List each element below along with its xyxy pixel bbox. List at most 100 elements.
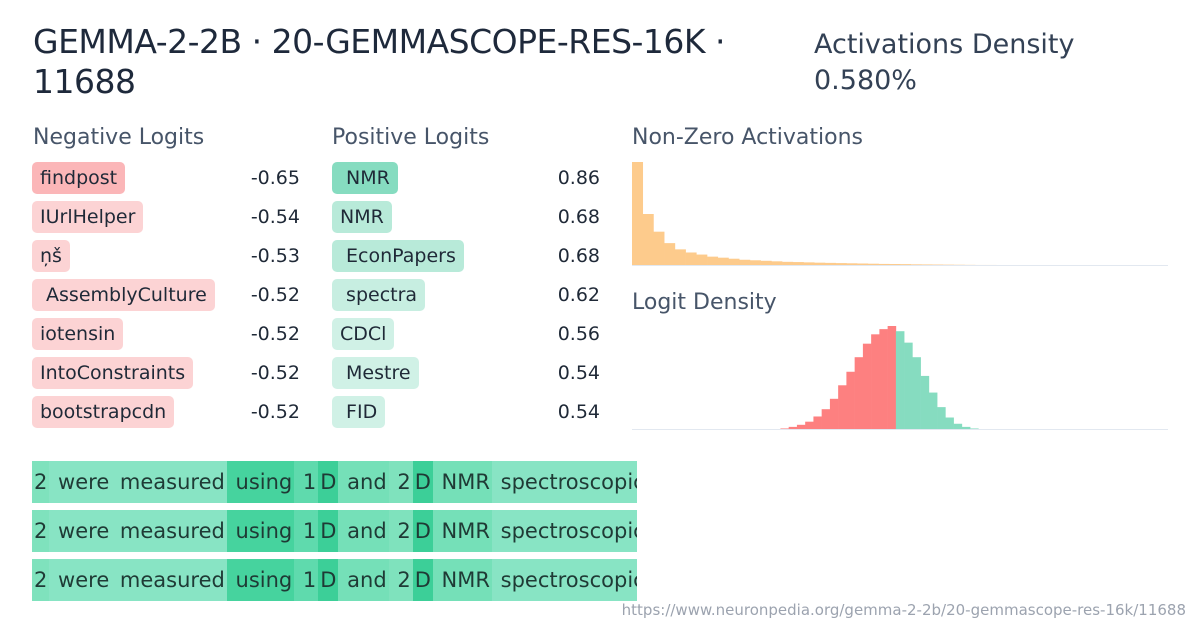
- chart-bar: [805, 421, 814, 430]
- snippet-token: 2: [32, 510, 50, 552]
- snippet-token: and: [338, 559, 389, 601]
- chart-bar: [835, 263, 847, 266]
- negative-logits-heading: Negative Logits: [33, 125, 205, 150]
- negative-logit-value: -0.52: [250, 323, 300, 345]
- chart-bar: [792, 262, 804, 266]
- chart-bar: [895, 331, 905, 430]
- activations-density-label: Activations Density: [814, 29, 1075, 60]
- chart-bar: [829, 398, 839, 430]
- source-url[interactable]: https://www.neuronpedia.org/gemma-2-2b/2…: [621, 601, 1186, 619]
- negative-logit-token: IUrlHelper: [32, 201, 144, 233]
- chart-bar: [728, 258, 740, 266]
- chart-bar: [953, 423, 963, 430]
- chart-bar: [813, 416, 822, 430]
- activations-density-value: 0.580%: [814, 65, 917, 96]
- positive-logit-token: Mestre: [332, 357, 419, 389]
- non-zero-activations-chart: [632, 162, 1168, 266]
- positive-logit-row: FID 0.54: [332, 396, 602, 428]
- chart-bar: [674, 249, 686, 266]
- chart-bar: [887, 326, 897, 430]
- negative-logit-token: bootstrapcdn: [32, 396, 175, 428]
- negative-logit-token: ņš: [32, 240, 70, 272]
- negative-logit-value: -0.52: [250, 284, 300, 306]
- chart-bar: [717, 257, 729, 266]
- chart-bar: [664, 243, 676, 266]
- positive-logit-row: NMR 0.86: [332, 162, 602, 194]
- positive-logit-token: NMR: [332, 162, 398, 194]
- chart-bar: [928, 392, 938, 430]
- positive-logit-token: EconPapers: [332, 240, 464, 272]
- snippet-token: 2: [388, 510, 413, 552]
- chart-bar: [878, 263, 890, 266]
- chart-bar: [803, 262, 815, 266]
- snippet-token: D: [318, 461, 339, 503]
- chart-bar: [739, 259, 751, 266]
- positive-logit-value: 0.86: [557, 167, 600, 189]
- chart-bar: [867, 263, 879, 266]
- positive-logit-value: 0.54: [557, 401, 600, 423]
- positive-logit-row: NMR 0.68: [332, 201, 602, 233]
- snippet-token: spectroscopic: [491, 559, 637, 601]
- snippet-token: D: [318, 510, 339, 552]
- snippet-token: 1: [294, 461, 319, 503]
- chart-bar: [838, 385, 847, 430]
- positive-logit-value: 0.62: [557, 284, 600, 306]
- snippet-token: using: [226, 559, 295, 601]
- positive-logits-heading: Positive Logits: [332, 125, 490, 150]
- negative-logit-token: iotensin: [32, 318, 124, 350]
- positive-logit-value: 0.68: [557, 245, 600, 267]
- snippet-token: measured: [111, 559, 227, 601]
- snippet-token: measured: [111, 461, 227, 503]
- snippet-token: 2: [388, 461, 413, 503]
- chart-bar: [796, 424, 806, 430]
- snippet-token: NMR: [432, 559, 492, 601]
- positive-logit-row: Mestre 0.54: [332, 357, 602, 389]
- chart-bar: [857, 263, 869, 266]
- negative-logit-row: bootstrapcdn -0.52: [32, 396, 302, 428]
- chart-bar: [760, 260, 772, 266]
- snippet-token: spectroscopic: [491, 510, 637, 552]
- positive-logit-row: EconPapers 0.68: [332, 240, 602, 272]
- positive-logit-row: CDCl 0.56: [332, 318, 602, 350]
- chart-bar: [937, 407, 946, 430]
- chart-bar: [920, 375, 930, 430]
- chart-bar: [771, 261, 783, 266]
- negative-logit-value: -0.54: [250, 206, 300, 228]
- snippet-token: measured: [111, 510, 227, 552]
- chart-bar: [862, 343, 872, 430]
- negative-logit-row: ņš -0.53: [32, 240, 302, 272]
- negative-logit-row: IntoConstraints -0.52: [32, 357, 302, 389]
- chart-bar: [846, 371, 855, 430]
- negative-logit-token: findpost: [32, 162, 126, 194]
- positive-logit-row: spectra 0.62: [332, 279, 602, 311]
- positive-logit-token: spectra: [332, 279, 426, 311]
- page-title: GEMMA-2-2B · 20-GEMMASCOPE-RES-16K · 116…: [33, 22, 726, 101]
- snippet-token: and: [338, 461, 389, 503]
- chart-bar: [945, 417, 954, 430]
- snippet-token: NMR: [432, 510, 492, 552]
- negative-logit-value: -0.52: [250, 362, 300, 384]
- chart-bar: [904, 342, 913, 430]
- negative-logit-row: iotensin -0.52: [32, 318, 302, 350]
- chart-bar: [642, 214, 654, 266]
- chart-bar: [879, 329, 888, 430]
- snippet-token: and: [338, 510, 389, 552]
- positive-logit-token: NMR: [332, 201, 392, 233]
- chart-bar: [696, 254, 708, 266]
- snippet-token: were: [49, 461, 112, 503]
- snippet-token: using: [226, 461, 295, 503]
- chart-bar: [749, 260, 761, 266]
- chart-bar: [961, 426, 971, 430]
- snippet-token: D: [318, 559, 339, 601]
- snippet-token: were: [49, 510, 112, 552]
- positive-logit-token: FID: [332, 396, 386, 428]
- positive-logit-value: 0.56: [557, 323, 600, 345]
- chart-bar: [854, 357, 864, 430]
- snippet-token: D: [412, 559, 433, 601]
- negative-logit-row: findpost -0.65: [32, 162, 302, 194]
- positive-logit-value: 0.68: [557, 206, 600, 228]
- snippet-token: 2: [32, 559, 50, 601]
